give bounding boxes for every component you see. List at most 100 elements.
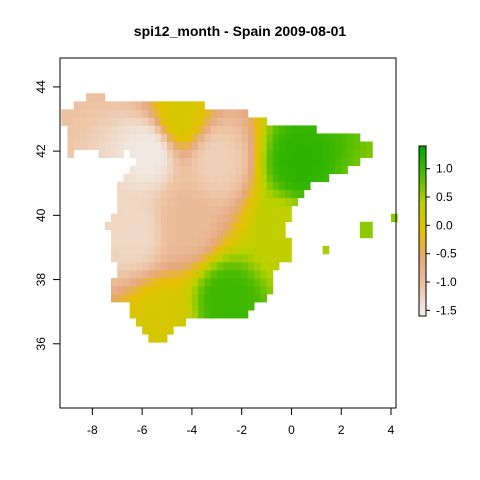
raster-cell <box>223 205 230 215</box>
raster-cell <box>260 149 267 158</box>
colorbar-segment <box>419 154 426 158</box>
raster-cell <box>210 109 218 118</box>
raster-cell <box>241 285 249 295</box>
raster-cell <box>254 213 261 223</box>
raster-cell <box>67 149 75 158</box>
raster-cell <box>148 269 155 279</box>
colorbar-segment <box>419 216 426 219</box>
raster-cell <box>129 294 137 303</box>
raster-cell <box>247 165 255 174</box>
raster-cell <box>148 205 155 215</box>
raster-cell <box>241 277 249 287</box>
raster-cell <box>210 149 218 158</box>
raster-cell <box>160 149 168 158</box>
raster-cell <box>117 213 124 223</box>
raster-cell <box>129 101 137 110</box>
raster-cell <box>198 221 205 231</box>
raster-cell <box>135 221 143 231</box>
raster-cell <box>148 125 155 134</box>
raster-cell <box>154 302 162 311</box>
raster-cell <box>328 157 336 166</box>
raster-cell <box>254 141 261 150</box>
raster-cell <box>241 269 249 279</box>
raster-cell <box>297 125 305 134</box>
raster-cell <box>297 141 305 150</box>
raster-cell <box>191 253 199 263</box>
raster-cell <box>129 253 137 263</box>
colorbar-segment <box>419 275 426 279</box>
raster-cell <box>111 109 118 118</box>
raster-cell <box>235 302 243 311</box>
raster-cell <box>167 213 174 223</box>
raster-cell <box>179 165 187 174</box>
raster-cell <box>335 141 342 150</box>
raster-cell <box>198 310 205 319</box>
raster-cell <box>185 261 193 271</box>
raster-cell <box>185 245 193 255</box>
raster-cell <box>235 294 243 303</box>
raster-cell <box>291 133 299 142</box>
raster-cell <box>191 141 199 150</box>
raster-cell <box>279 253 286 263</box>
raster-cell <box>316 173 323 183</box>
raster-cell <box>123 213 131 223</box>
raster-cell <box>229 109 236 118</box>
colorbar-tick-label: -1.5 <box>436 303 457 317</box>
raster-cell <box>204 157 211 166</box>
colorbar-segment <box>419 175 426 179</box>
raster-cell <box>235 133 243 142</box>
raster-cell <box>142 165 149 174</box>
colorbar-segment <box>419 256 426 260</box>
raster-cell <box>204 310 211 319</box>
raster-cell <box>123 269 131 279</box>
raster-cell <box>254 277 261 287</box>
raster-cell <box>135 165 143 174</box>
raster-cell <box>260 157 267 166</box>
raster-cell <box>285 253 292 263</box>
raster-cell <box>135 277 143 287</box>
raster-cell <box>229 310 236 319</box>
colorbar-segment <box>419 194 426 198</box>
raster-cell <box>98 117 106 126</box>
raster-cell <box>291 125 299 134</box>
raster-cell <box>235 205 243 215</box>
raster-cell <box>142 237 149 247</box>
raster-cell <box>266 205 274 215</box>
raster-cell <box>123 277 131 287</box>
raster-cell <box>247 173 255 183</box>
colorbar-tick-label: -1.0 <box>436 275 457 289</box>
raster-cell <box>223 310 230 319</box>
raster-cell <box>167 237 174 247</box>
raster-cell <box>272 189 280 199</box>
raster-cell <box>111 277 118 287</box>
raster-cell <box>142 221 149 231</box>
raster-cell <box>235 141 243 150</box>
colorbar-segment <box>419 277 426 281</box>
raster-cell <box>204 117 211 126</box>
raster-cell <box>210 294 218 303</box>
raster-cell <box>111 101 118 110</box>
raster-cell <box>154 165 162 174</box>
raster-cell <box>92 117 99 126</box>
raster-cell <box>160 117 168 126</box>
raster-cell <box>173 318 180 327</box>
raster-cell <box>191 157 199 166</box>
raster-cell <box>73 141 81 150</box>
raster-cell <box>185 237 193 247</box>
raster-cell <box>117 261 124 271</box>
raster-cell <box>216 221 224 231</box>
raster-cell <box>135 173 143 183</box>
raster-cell <box>135 318 143 327</box>
raster-cell <box>260 221 267 231</box>
raster-cell <box>216 173 224 183</box>
raster-cell <box>328 133 336 142</box>
raster-cell <box>266 277 274 287</box>
raster-cell <box>260 173 267 183</box>
raster-cell <box>142 125 149 134</box>
raster-cell <box>135 157 143 166</box>
raster-cell <box>247 294 255 303</box>
raster-cell <box>229 245 236 255</box>
raster-cell <box>229 277 236 287</box>
raster-cell <box>204 165 211 174</box>
raster-cell <box>272 149 280 158</box>
